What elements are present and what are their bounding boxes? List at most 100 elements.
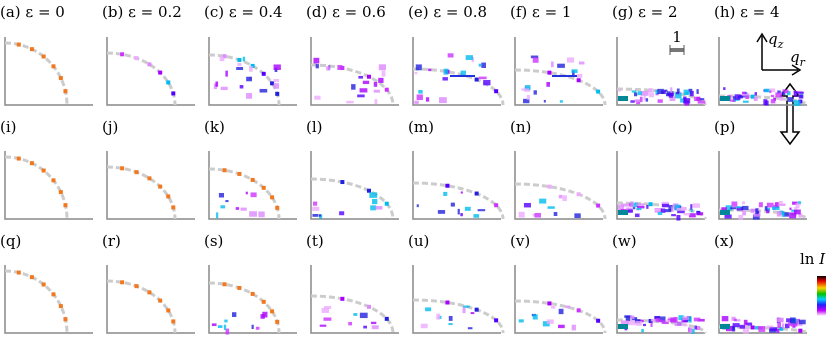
diffuse-intensity [764,206,768,211]
panel-label: (k) [204,118,225,136]
diffuse-intensity [621,203,630,207]
diffuse-intensity [788,322,792,326]
diffuse-intensity [688,327,691,332]
diffuse-intensity [782,89,785,94]
diffuse-intensity [632,207,636,210]
diffuse-intensity [690,208,693,213]
diffuse-intensity [224,319,228,323]
diffuse-intensity [775,92,782,98]
diffuse-intensity [690,204,693,211]
diffuse-intensity [223,324,227,330]
panel-label: (o) [612,118,633,136]
intensity-spot [63,203,68,208]
diffuse-intensity [463,305,470,308]
diffuse-intensity [470,312,475,315]
diffuse-intensity [781,91,786,96]
diffuse-intensity [337,64,343,70]
diffuse-intensity [683,323,688,327]
diffuse-intensity [735,319,741,322]
diffuse-intensity [731,201,738,207]
diffuse-intensity [732,327,735,331]
diffuse-intensity [745,95,750,100]
diffuse-intensity [683,319,688,322]
diffuse-intensity [751,209,758,212]
diffuse-intensity [250,192,257,198]
guide-arc [106,165,177,220]
diffuse-intensity [730,207,737,210]
diffuse-intensity [465,55,473,60]
diffuse-intensity [721,207,727,212]
diffuse-intensity [678,315,684,321]
diffuse-intensity [694,325,697,330]
diffuse-intensity [323,317,332,321]
intensity-spot [596,203,601,208]
diffuse-intensity [777,203,786,206]
diffuse-intensity [676,207,684,211]
diffuse-intensity [795,203,800,209]
intensity-spot [445,183,450,188]
axes-icon [756,32,802,76]
diffuse-intensity [273,83,280,89]
panel-label: (s) [204,232,223,250]
diffuse-intensity [373,81,378,87]
diffuse-intensity [457,208,460,215]
diffuse-intensity [766,325,774,328]
panel-axes [310,151,399,220]
diffuse-intensity [742,327,750,334]
panel-axes [4,37,93,106]
panel-axes [106,37,195,106]
panel-axes [616,265,705,334]
intensity-spot [384,201,389,206]
intensity-spot [51,64,56,69]
diffuse-intensity [636,206,645,209]
diffuse-intensity [658,316,666,322]
intensity-spot [58,304,63,309]
diffuse-intensity [313,57,320,64]
diffuse-intensity [523,202,531,208]
diffuse-intensity [689,90,694,97]
intensity-spot [696,326,701,331]
intensity-spot [275,91,280,96]
panel-axes [616,37,705,106]
diffuse-intensity [634,213,640,218]
intensity-spot [41,168,46,173]
diffuse-intensity [676,88,680,94]
diffuse-intensity [640,91,649,96]
diffuse-intensity [668,205,673,211]
diffuse-intensity [731,316,736,321]
intensity-spot [158,298,163,303]
diffuse-intensity [646,204,649,209]
diffuse-intensity [741,205,749,210]
intensity-spot [237,57,242,62]
diffuse-intensity [657,210,662,213]
intensity-spot [547,70,552,75]
qz-label: qz [768,30,784,51]
diffuse-intensity [775,202,779,206]
guide-arc [106,51,177,106]
panel-axes [4,265,93,334]
diffuse-intensity [670,87,673,93]
diffuse-intensity [671,214,676,217]
diffuse-intensity [572,70,575,77]
diffuse-intensity [273,64,281,71]
intensity-spot [474,307,479,312]
diffuse-intensity [571,324,576,331]
intensity-spot [779,326,784,331]
diffuse-intensity [566,57,575,63]
diffuse-intensity [443,191,448,196]
guide-arc [310,294,395,334]
guide-arc [4,41,69,106]
diffuse-intensity [742,91,747,94]
diffuse-intensity [723,87,726,90]
diffuse-intensity [688,316,692,323]
intensity-spot [474,77,479,82]
diffuse-intensity [770,99,776,104]
diffuse-intensity [618,324,628,329]
diffuse-intensity [754,92,758,96]
diffuse-intensity [559,100,563,103]
guide-arc [208,53,281,106]
diffuse-intensity [351,84,356,90]
diffuse-intensity [577,73,583,78]
diffuse-intensity [462,307,466,314]
diffuse-intensity [359,312,368,319]
